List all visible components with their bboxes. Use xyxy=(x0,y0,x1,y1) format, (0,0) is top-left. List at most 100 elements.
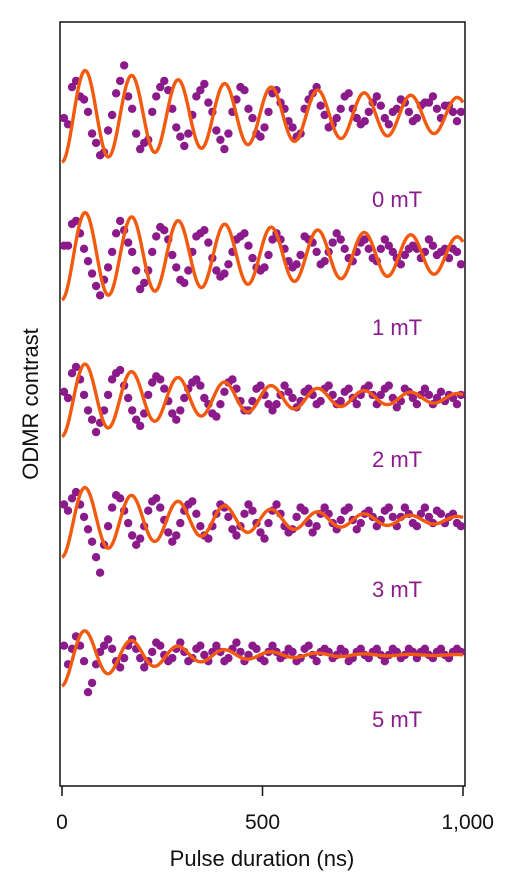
data-point xyxy=(71,362,81,372)
data-point xyxy=(119,61,129,70)
data-point xyxy=(408,393,418,403)
data-point xyxy=(140,278,149,288)
data-point xyxy=(436,387,446,396)
fit-curve xyxy=(61,362,464,438)
data-point xyxy=(107,110,117,120)
data-point xyxy=(111,89,121,98)
series-label: 2 mT xyxy=(372,447,422,472)
series-label: 0 mT xyxy=(372,187,422,212)
fit-curve xyxy=(61,485,464,559)
data-point xyxy=(220,144,229,154)
data-point xyxy=(324,381,333,390)
fit-curve xyxy=(61,629,464,688)
data-point xyxy=(352,113,361,123)
data-point xyxy=(131,540,141,549)
data-point xyxy=(99,641,109,650)
data-point xyxy=(119,653,129,663)
data-point xyxy=(384,503,394,512)
data-point xyxy=(123,238,133,247)
data-point xyxy=(164,528,173,537)
data-point xyxy=(264,107,273,117)
data-point xyxy=(396,260,406,269)
data-point xyxy=(156,82,165,92)
series-label: 3 mT xyxy=(372,577,422,602)
data-point xyxy=(284,387,293,396)
data-point xyxy=(220,269,229,278)
data-point xyxy=(412,113,422,123)
data-point xyxy=(436,644,446,653)
data-point xyxy=(127,406,137,415)
data-point xyxy=(336,104,345,114)
data-point xyxy=(376,390,385,400)
data-point xyxy=(312,247,321,257)
data-point xyxy=(328,238,337,247)
data-point xyxy=(264,400,273,409)
data-point xyxy=(135,284,145,294)
data-point xyxy=(436,509,446,518)
data-point xyxy=(400,503,410,512)
data-point xyxy=(103,522,113,531)
data-point xyxy=(356,518,365,528)
data-point xyxy=(388,512,398,522)
data-point xyxy=(212,126,221,135)
data-point xyxy=(232,638,241,647)
data-point xyxy=(131,266,141,275)
data-point xyxy=(268,406,277,415)
data-point xyxy=(260,263,269,272)
data-point xyxy=(268,641,277,650)
data-point xyxy=(212,412,221,421)
data-point xyxy=(412,522,422,531)
data-point xyxy=(224,653,233,663)
data-point xyxy=(380,113,390,123)
data-point xyxy=(456,522,466,531)
data-point xyxy=(67,494,77,503)
data-point xyxy=(216,400,225,409)
data-point xyxy=(248,506,257,515)
data-point xyxy=(380,657,390,666)
fit-curve xyxy=(61,68,465,164)
data-point xyxy=(148,378,157,387)
data-point xyxy=(176,518,185,528)
data-point xyxy=(388,247,398,257)
data-point xyxy=(200,226,209,235)
data-point xyxy=(87,269,97,278)
data-point xyxy=(316,101,325,110)
data-point xyxy=(107,375,117,384)
data-point xyxy=(336,515,345,525)
data-point xyxy=(364,107,373,117)
data-point xyxy=(91,281,101,291)
data-point xyxy=(420,644,430,653)
data-point xyxy=(204,98,213,107)
data-point xyxy=(200,79,209,89)
data-point xyxy=(87,678,97,688)
data-point xyxy=(127,247,137,257)
data-point xyxy=(200,650,209,660)
data-point xyxy=(192,92,201,101)
data-point xyxy=(148,647,157,657)
data-point xyxy=(204,534,213,543)
data-point xyxy=(123,518,133,528)
data-point xyxy=(352,525,361,534)
data-point xyxy=(83,107,93,117)
data-point xyxy=(172,531,181,540)
data-point xyxy=(288,123,297,132)
data-point xyxy=(268,235,277,244)
x-axis-ticks: 0 500 1,000 xyxy=(56,786,494,834)
data-point xyxy=(212,641,221,650)
data-point xyxy=(320,503,329,512)
data-point xyxy=(160,76,169,86)
data-point xyxy=(320,110,329,120)
data-point xyxy=(272,400,281,409)
data-point xyxy=(260,534,269,543)
data-point xyxy=(204,238,213,247)
data-point xyxy=(420,384,430,393)
data-point xyxy=(83,406,93,415)
data-point xyxy=(332,229,341,238)
data-point xyxy=(428,241,438,250)
data-point xyxy=(148,107,157,117)
data-point xyxy=(168,104,177,114)
data-point xyxy=(412,400,422,409)
data-point xyxy=(156,641,165,650)
data-point xyxy=(160,226,169,235)
